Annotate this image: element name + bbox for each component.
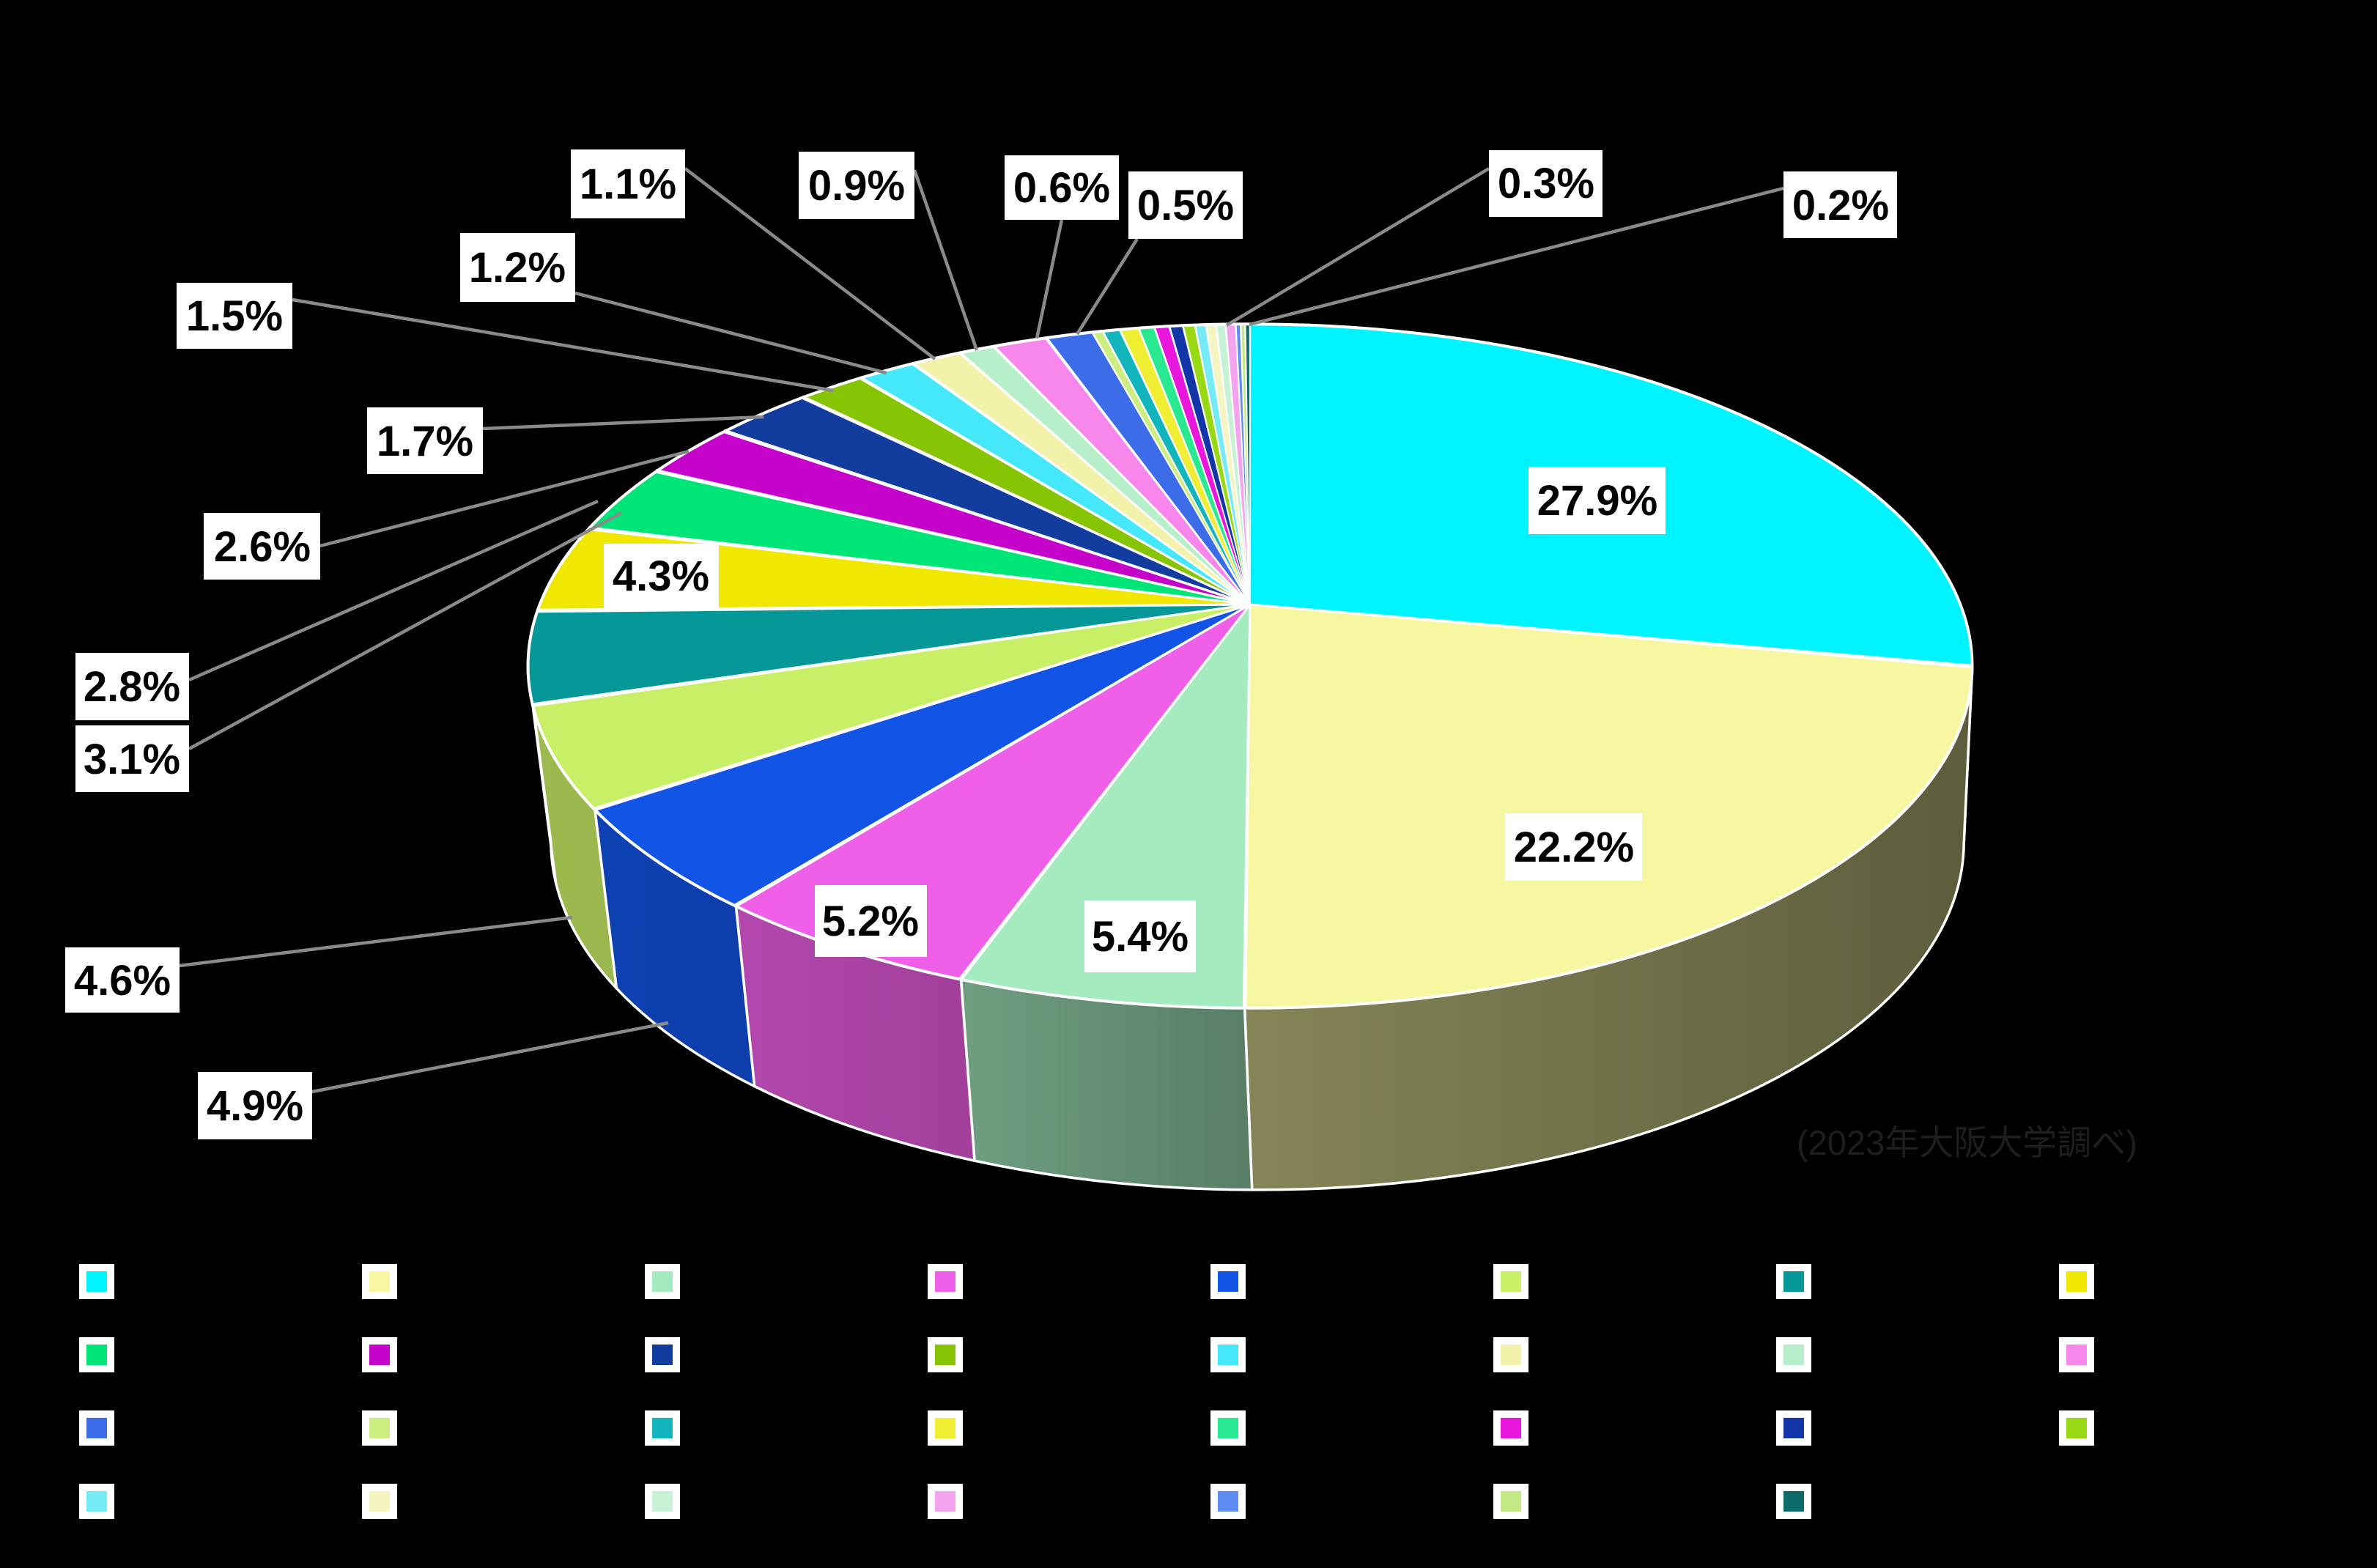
svg-text:3.1%: 3.1% [84, 736, 180, 783]
svg-text:4.9%: 4.9% [207, 1082, 303, 1130]
svg-text:5.2%: 5.2% [822, 898, 919, 945]
svg-text:0.9%: 0.9% [808, 162, 905, 210]
svg-text:1.1%: 1.1% [580, 160, 676, 208]
svg-text:0.6%: 0.6% [1013, 164, 1110, 212]
svg-text:27.9%: 27.9% [1537, 477, 1657, 525]
svg-text:1.7%: 1.7% [377, 418, 473, 465]
svg-text:4.3%: 4.3% [613, 552, 709, 600]
svg-text:4.6%: 4.6% [74, 957, 171, 1005]
svg-text:1.5%: 1.5% [186, 292, 283, 340]
svg-text:(2023年大阪大学調べ): (2023年大阪大学調べ) [1797, 1123, 2137, 1162]
svg-text:0.3%: 0.3% [1498, 160, 1594, 207]
svg-text:5.4%: 5.4% [1092, 913, 1188, 961]
svg-text:1.2%: 1.2% [469, 244, 566, 292]
svg-text:2.6%: 2.6% [214, 523, 311, 571]
svg-text:2.8%: 2.8% [84, 663, 180, 711]
svg-text:22.2%: 22.2% [1514, 824, 1634, 871]
svg-text:0.2%: 0.2% [1792, 182, 1889, 229]
svg-text:0.5%: 0.5% [1137, 182, 1234, 229]
